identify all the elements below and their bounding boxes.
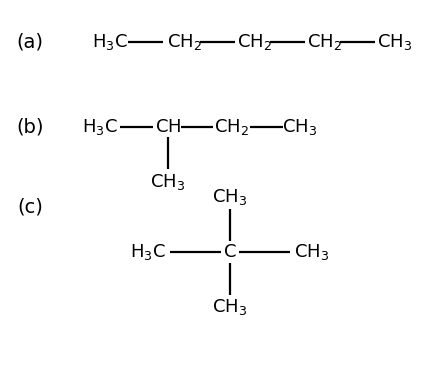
Text: (b): (b)	[16, 118, 44, 136]
Text: $\mathrm{C}$: $\mathrm{C}$	[223, 243, 237, 261]
Text: $\mathrm{CH_3}$: $\mathrm{CH_3}$	[377, 32, 413, 52]
Text: $\mathrm{H_3C}$: $\mathrm{H_3C}$	[92, 32, 128, 52]
Text: $\mathrm{CH_3}$: $\mathrm{CH_3}$	[283, 117, 318, 137]
Text: $\mathrm{CH_3}$: $\mathrm{CH_3}$	[212, 187, 248, 207]
Text: $\mathrm{CH_3}$: $\mathrm{CH_3}$	[295, 242, 329, 262]
Text: $\mathrm{CH_2}$: $\mathrm{CH_2}$	[215, 117, 249, 137]
Text: (c): (c)	[17, 197, 43, 217]
Text: (a): (a)	[17, 32, 43, 52]
Text: $\mathrm{CH_3}$: $\mathrm{CH_3}$	[212, 297, 248, 317]
Text: $\mathrm{CH}$: $\mathrm{CH}$	[155, 118, 181, 136]
Text: $\mathrm{CH_2}$: $\mathrm{CH_2}$	[237, 32, 273, 52]
Text: $\mathrm{CH_2}$: $\mathrm{CH_2}$	[308, 32, 342, 52]
Text: $\mathrm{H_3C}$: $\mathrm{H_3C}$	[130, 242, 166, 262]
Text: $\mathrm{H_3C}$: $\mathrm{H_3C}$	[82, 117, 118, 137]
Text: $\mathrm{CH_2}$: $\mathrm{CH_2}$	[168, 32, 202, 52]
Text: $\mathrm{CH_3}$: $\mathrm{CH_3}$	[150, 172, 186, 192]
